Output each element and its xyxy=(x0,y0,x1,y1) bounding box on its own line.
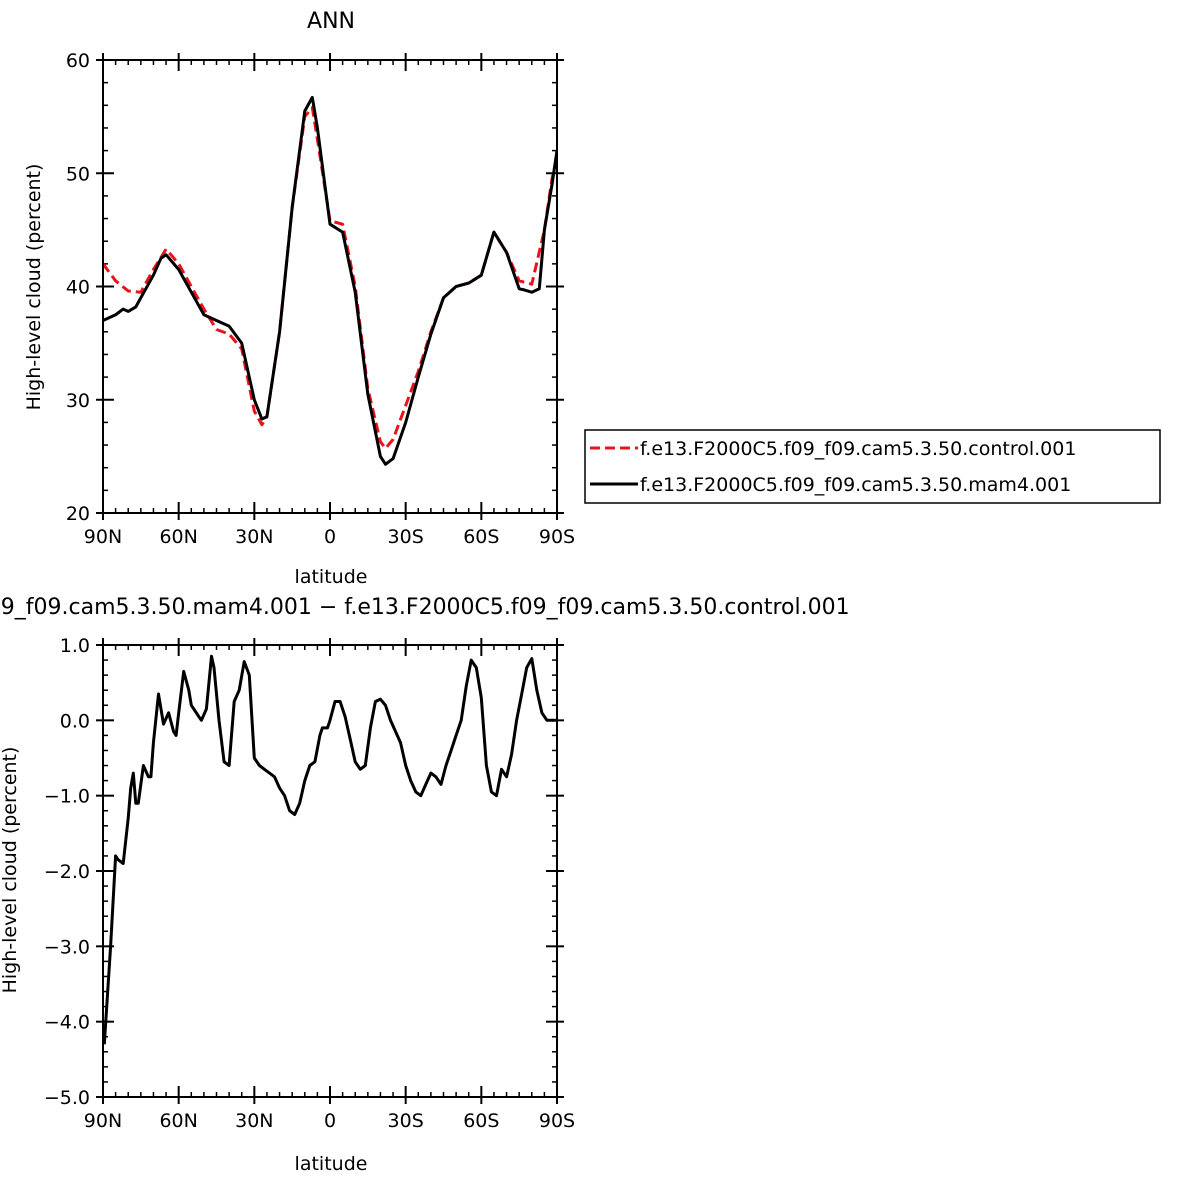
bottom-x-tick-label: 30N xyxy=(235,1110,273,1132)
top-chart-ticks: 90N 60N 30N 0 30S 60S 90S 20 30 40 50 60 xyxy=(66,50,575,548)
bottom-chart-panel: f.e13.F2000C5.f09_f09.cam5.3.50.mam4.001… xyxy=(0,595,850,1175)
bottom-chart-ylabel: High-level cloud (percent) xyxy=(0,747,21,994)
legend-label-control: f.e13.F2000C5.f09_f09.cam5.3.50.control.… xyxy=(640,438,1076,460)
top-chart-panel: ANN High-level cloud (percent) latitude … xyxy=(23,9,575,588)
bottom-x-tick-label: 90N xyxy=(84,1110,122,1132)
top-series-line-1 xyxy=(103,95,557,466)
bottom-chart-series xyxy=(103,654,556,1045)
top-chart-xlabel: latitude xyxy=(295,566,368,588)
bottom-chart-xlabel: latitude xyxy=(295,1153,368,1175)
top-chart-series xyxy=(103,95,557,466)
top-y-tick-label: 60 xyxy=(66,50,90,72)
bottom-chart-frame xyxy=(102,644,558,1098)
bottom-y-tick-label: −5.0 xyxy=(44,1087,90,1109)
top-x-tick-label: 90N xyxy=(84,526,122,548)
bottom-chart-ticks: 90N 60N 30N 0 30S 60S 90S 1.0 0.0 −1.0 −2.0 −3.0 −4.… xyxy=(44,635,575,1132)
bottom-x-tick-label: 0 xyxy=(324,1110,336,1132)
bottom-y-tick-label: −1.0 xyxy=(44,786,90,808)
legend-box xyxy=(584,429,1161,504)
bottom-y-tick-label: 1.0 xyxy=(60,635,90,657)
top-x-tick-label: 30N xyxy=(235,526,273,548)
top-x-tick-label: 0 xyxy=(324,526,336,548)
bottom-x-tick-label: 30S xyxy=(388,1110,424,1132)
top-x-tick-label: 60N xyxy=(159,526,197,548)
bottom-y-tick-label: 0.0 xyxy=(60,710,90,732)
top-y-tick-label: 50 xyxy=(66,163,90,185)
bottom-y-tick-label: −4.0 xyxy=(44,1012,90,1034)
top-x-tick-label: 60S xyxy=(463,526,499,548)
top-chart-legend: f.e13.F2000C5.f09_f09.cam5.3.50.control.… xyxy=(584,429,1161,504)
bottom-series-line-0 xyxy=(103,654,556,1045)
bottom-x-tick-label: 90S xyxy=(539,1110,575,1132)
top-chart-title: ANN xyxy=(307,9,355,34)
legend-label-mam4: f.e13.F2000C5.f09_f09.cam5.3.50.mam4.001 xyxy=(640,474,1071,496)
bottom-x-tick-label: 60S xyxy=(463,1110,499,1132)
top-y-tick-label: 40 xyxy=(66,277,90,299)
top-y-tick-label: 30 xyxy=(66,390,90,412)
top-x-tick-label: 90S xyxy=(539,526,575,548)
top-chart-ylabel: High-level cloud (percent) xyxy=(23,164,45,411)
top-series-line-0 xyxy=(103,106,557,450)
top-x-tick-label: 30S xyxy=(388,526,424,548)
bottom-x-tick-label: 60N xyxy=(159,1110,197,1132)
top-y-tick-label: 20 xyxy=(66,503,90,525)
bottom-y-tick-label: −2.0 xyxy=(44,861,90,883)
bottom-chart-title: f.e13.F2000C5.f09_f09.cam5.3.50.mam4.001… xyxy=(0,595,850,620)
bottom-y-tick-label: −3.0 xyxy=(44,936,90,958)
top-chart-frame xyxy=(102,59,558,514)
